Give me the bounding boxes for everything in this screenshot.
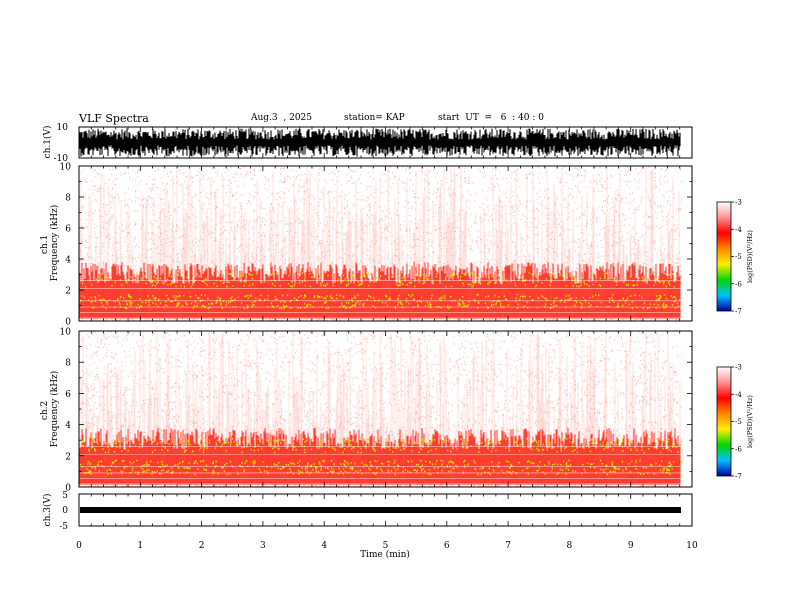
ch1-spec-ytick-label: 8: [65, 194, 71, 204]
x-tick-label: 0: [76, 541, 82, 551]
ch2-colorbar-tick-label: -4: [735, 391, 742, 399]
ch3-waveform-ticks: [78, 494, 693, 526]
ch2-spec-ytick-label: 0: [65, 484, 71, 494]
date-label: Aug.3 , 2025: [251, 113, 312, 123]
ch1-ylabel: ch.1(V): [42, 126, 53, 159]
ch2-colorbar: -3 -4 -5 -6 -7 log(PSD)(V²/Hz): [716, 364, 754, 481]
ch1-colorbar-label: log(PSD)(V²/Hz): [746, 230, 754, 283]
ch1-waveform-ticks: [78, 127, 693, 158]
ch2-spectrogram-image: [79, 330, 682, 488]
ch1-waveform-trace: [79, 128, 681, 157]
ch2-colorbar-tick-label: -3: [735, 364, 742, 372]
ch3-ylabel: ch.3(V): [42, 494, 53, 527]
ch1-spec-ytick-label: 0: [65, 318, 71, 328]
ch2-colorbar-tick-label: -7: [735, 473, 742, 481]
ch1-spectrogram-panel: 0 2 4 6 8 10 ch.1 Frequency (kHz): [40, 163, 693, 328]
ch2-spec-ylabel: ch.2 Frequency (kHz): [40, 371, 60, 448]
ch1-colorbar-tick-label: -3: [735, 199, 742, 207]
ch2-colorbar-tick-label: -6: [735, 445, 742, 453]
x-tick-label: 7: [505, 541, 511, 551]
ch1-spec-ytick-label: 10: [60, 163, 72, 173]
ch3-waveform-panel: 5 0 -5 ch.3(V): [42, 491, 693, 532]
ch2-spectrogram-ticks: 0 2 4 6 8 10: [60, 328, 693, 494]
x-tick-label: 10: [686, 541, 698, 551]
x-tick-label: 6: [444, 541, 450, 551]
x-tick-label: 3: [260, 541, 266, 551]
ch2-colorbar-tick-label: -5: [735, 418, 742, 426]
ch1-spec-yellow: [80, 272, 682, 310]
ch2-spec-ylabel-line1: ch.2: [40, 401, 50, 420]
ch2-spec-ytick-label: 2: [65, 452, 71, 462]
ch1-waveform-panel: 10 -10 ch.1(V): [42, 123, 693, 164]
ch1-colorbar: -3 -4 -5 -6 -7 log(PSD)(V²/Hz): [716, 199, 754, 316]
x-axis-label: Time (min): [360, 549, 410, 560]
ch1-spec-ylabel-line2: Frequency (kHz): [49, 205, 60, 282]
ch1-spectrogram-image: [79, 165, 682, 322]
ch2-spec-ytick-label: 4: [65, 421, 71, 431]
station-label: station= KAP: [344, 113, 405, 123]
x-tick-label: 1: [137, 541, 143, 551]
ch1-colorbar-tick-label: -4: [735, 226, 742, 234]
ch3-ytick-mid: 0: [62, 506, 68, 516]
ch3-waveform-line: [80, 507, 681, 513]
ch2-spec-ytick-label: 6: [65, 390, 71, 400]
x-tick-label: 2: [199, 541, 205, 551]
ch1-spec-ytick-label: 2: [65, 287, 71, 297]
ch1-ytick-top: 10: [57, 123, 69, 133]
chart-title: VLF Spectra: [79, 112, 149, 125]
x-tick-label: 4: [321, 541, 327, 551]
ch1-spec-ylabel-line1: ch.1: [40, 235, 50, 254]
ch1-spec-ytick-label: 4: [65, 256, 71, 266]
ch2-spectrogram-panel: 0 2 4 6 8 10 ch.2 Frequency (kHz): [40, 328, 693, 494]
x-tick-label: 5: [383, 541, 389, 551]
ch2-spec-ytick-label: 8: [65, 359, 71, 369]
x-tick-label: 8: [567, 541, 573, 551]
ch1-spec-ytick-label: 6: [65, 225, 71, 235]
ch2-spec-yellow: [80, 437, 682, 476]
start-time-label: start UT = 6 : 40 : 0: [438, 113, 544, 123]
ch1-spec-ylabel: ch.1 Frequency (kHz): [40, 205, 60, 282]
ch1-colorbar-tick-label: -6: [735, 280, 742, 288]
ch2-spec-ylabel-line2: Frequency (kHz): [49, 371, 60, 448]
ch1-colorbar-tick-label: -7: [735, 308, 742, 316]
ch1-colorbar-bar: [716, 201, 732, 312]
ch2-colorbar-label: log(PSD)(V²/Hz): [746, 395, 754, 448]
ch2-spec-ytick-label: 10: [60, 328, 72, 338]
ch3-ytick-bottom: -5: [59, 522, 68, 532]
ch2-colorbar-bar: [716, 366, 732, 477]
x-axis-tick-labels: 0 1 2 3 4 5 6 7 8 9 10: [76, 541, 698, 551]
ch1-waveform-line: [79, 128, 681, 157]
ch3-waveform-trace: [80, 507, 681, 513]
ch1-colorbar-tick-label: -5: [735, 253, 742, 261]
ch3-ytick-top: 5: [62, 491, 68, 501]
ch1-spectrogram-ticks: 0 2 4 6 8 10: [60, 163, 693, 328]
ch1-ytick-bottom: -10: [54, 154, 69, 164]
x-tick-label: 9: [628, 541, 634, 551]
